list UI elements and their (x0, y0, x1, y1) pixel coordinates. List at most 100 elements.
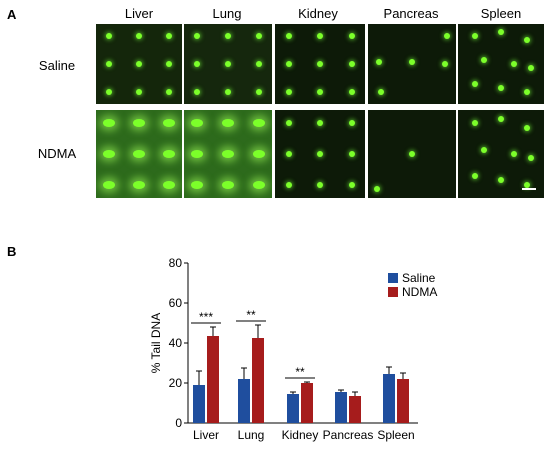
comet-spot (194, 89, 201, 95)
significance-label: ** (295, 365, 305, 379)
comet-spot (133, 119, 145, 128)
comet-spot (317, 61, 323, 67)
micrograph-kidney-saline (275, 24, 365, 104)
x-tick-label-pancreas: Pancreas (323, 428, 374, 442)
comet-spot (285, 89, 292, 95)
comet-spot (348, 61, 355, 67)
comet-spot (191, 119, 204, 128)
comet-spot (105, 89, 112, 95)
legend-swatch-ndma (388, 287, 398, 297)
comet-spot (102, 180, 115, 189)
comet-spot (222, 180, 234, 189)
comet-spot (136, 89, 142, 95)
legend-label-saline: Saline (402, 271, 436, 285)
comet-spot (105, 33, 112, 39)
comet-spot (375, 59, 382, 66)
bar-pancreas-saline (335, 392, 347, 423)
comet-spot (255, 61, 262, 67)
y-tick-label: 60 (169, 296, 183, 310)
comet-spot (480, 146, 487, 153)
comet-spot (194, 61, 201, 67)
comet-spot (105, 61, 112, 67)
comet-spot (442, 61, 449, 67)
comet-spot (252, 119, 265, 128)
comet-spot (317, 33, 323, 39)
comet-spot (444, 33, 451, 39)
comet-spot (285, 151, 292, 157)
comet-spot (523, 124, 530, 131)
comet-spot (528, 155, 535, 162)
significance-label: *** (199, 310, 213, 324)
bar-lung-ndma (252, 338, 264, 423)
row-label-saline: Saline (38, 58, 76, 73)
comet-spot (136, 33, 142, 39)
bar-spleen-ndma (397, 379, 409, 423)
bar-lung-saline (238, 379, 250, 423)
comet-spot (317, 151, 323, 157)
column-label-pancreas: Pancreas (383, 6, 439, 21)
panel-a-letter: A (7, 7, 17, 22)
comet-spot (472, 173, 479, 179)
column-label-kidney: Kidney (298, 6, 338, 21)
comet-spot (133, 180, 145, 189)
y-tick-label: 40 (169, 336, 183, 350)
comet-spot (255, 89, 262, 95)
comet-spot (317, 181, 323, 188)
comet-spot (510, 61, 517, 67)
comet-spot (472, 81, 479, 87)
comet-spot (285, 120, 292, 127)
comet-spot (222, 150, 234, 158)
comet-spot (498, 115, 504, 122)
comet-spot (191, 150, 204, 158)
micrograph-lung-ndma (184, 110, 272, 198)
bar-spleen-saline (383, 374, 395, 423)
bar-liver-ndma (207, 336, 219, 423)
comet-spot (166, 61, 173, 67)
micrograph-spleen-ndma (458, 110, 544, 198)
comet-spot (252, 150, 265, 158)
comet-spot (252, 180, 265, 189)
comet-spot (133, 150, 145, 158)
column-label-spleen: Spleen (480, 6, 522, 21)
comet-spot (225, 33, 231, 39)
micrograph-liver-ndma (96, 110, 182, 198)
row-label-ndma: NDMA (37, 146, 77, 161)
comet-spot (498, 85, 504, 91)
bar-pancreas-ndma (349, 396, 361, 423)
y-axis-label: % Tail DNA (149, 313, 163, 373)
comet-spot (348, 151, 355, 157)
comet-spot (523, 37, 530, 43)
comet-spot (285, 33, 292, 39)
x-tick-label-lung: Lung (238, 428, 265, 442)
x-tick-label-spleen: Spleen (377, 428, 414, 442)
x-tick-label-liver: Liver (193, 428, 219, 442)
legend-swatch-saline (388, 273, 398, 283)
legend-label-ndma: NDMA (402, 285, 437, 299)
comet-spot (472, 120, 479, 127)
comet-spot (523, 181, 530, 188)
column-label-liver: Liver (124, 6, 154, 21)
comet-spot (285, 181, 292, 188)
micrograph-pancreas-ndma (368, 110, 456, 198)
comet-spot (348, 120, 355, 127)
panel-b-letter: B (7, 244, 17, 259)
bar-kidney-saline (287, 394, 299, 423)
y-tick-label: 20 (169, 376, 183, 390)
comet-spot (102, 119, 115, 128)
comet-spot (194, 33, 201, 39)
comet-spot (166, 89, 173, 95)
comet-spot (317, 89, 323, 95)
comet-spot (317, 120, 323, 127)
y-tick-label: 0 (175, 416, 182, 430)
comet-spot (222, 119, 234, 128)
comet-spot (285, 61, 292, 67)
comet-spot (373, 186, 380, 193)
significance-label: ** (246, 308, 256, 322)
comet-spot (102, 150, 115, 158)
comet-spot (378, 89, 385, 95)
micrograph-pancreas-saline (368, 24, 456, 104)
bar-kidney-ndma (301, 383, 313, 423)
comet-spot (255, 33, 262, 39)
comet-spot (409, 151, 415, 157)
comet-spot (498, 29, 504, 35)
